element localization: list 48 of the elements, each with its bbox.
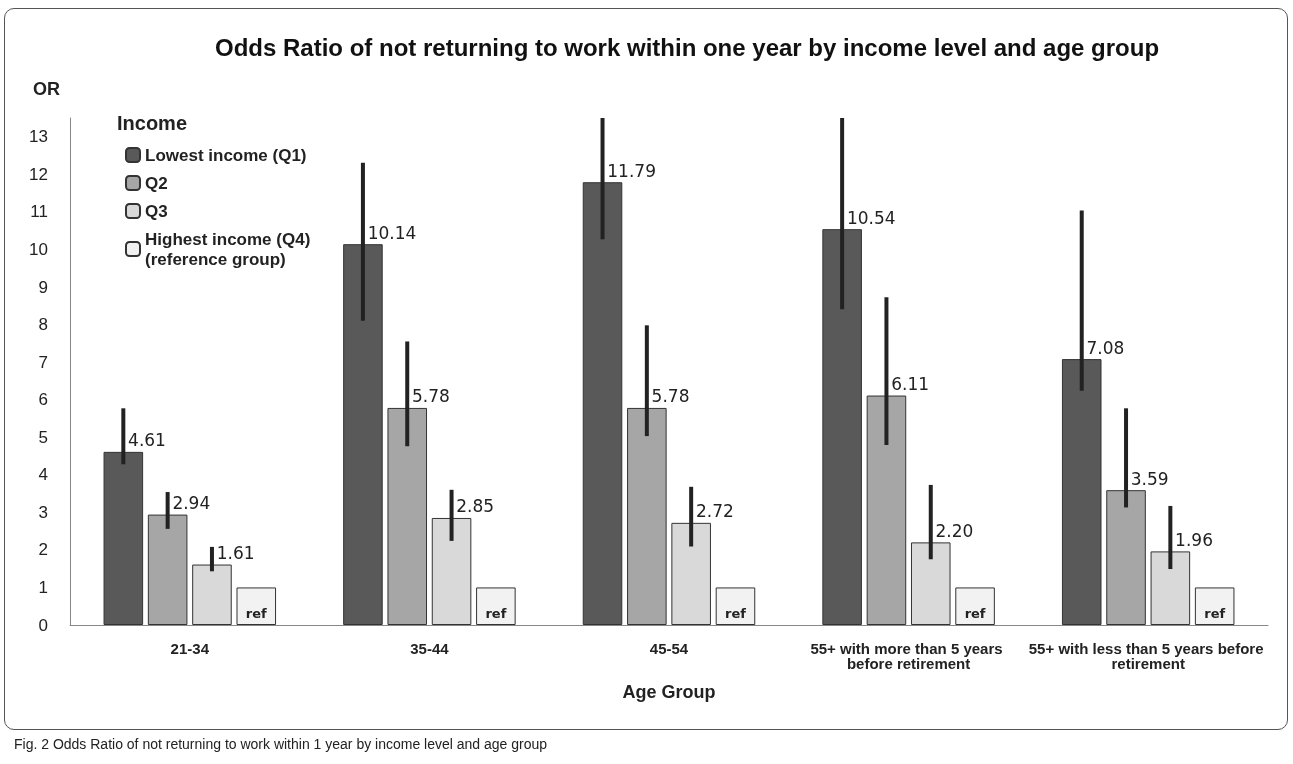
data-label: 6.11 [891, 374, 930, 395]
caption: Fig. 2 Odds Ratio of not returning to work within 1 year by income level and age group [14, 736, 548, 752]
data-label: ref [725, 606, 747, 621]
data-label: 7.08 [1086, 337, 1125, 358]
y-tick-label: 7 [38, 352, 48, 372]
y-tick-label: 10 [29, 239, 48, 259]
data-label: 2.72 [695, 501, 734, 522]
data-label: ref [245, 606, 268, 621]
y-tick-label: 2 [38, 540, 48, 560]
y-tick-label: 9 [38, 277, 48, 297]
y-tick-label: 1 [38, 577, 48, 597]
legend-label: Highest income (Q4) (reference group) [145, 229, 311, 269]
data-label: 1.96 [1175, 529, 1213, 550]
data-label: 2.94 [172, 493, 211, 514]
data-label: ref [1204, 606, 1226, 621]
x-tick-label: 45-54 [649, 640, 689, 657]
data-label: 1.61 [216, 543, 255, 564]
chart-title: Odds Ratio of not returning to work within one year by income level and age group [215, 33, 1160, 61]
y-axis-title: OR [33, 79, 60, 99]
data-label: 10.14 [367, 222, 417, 243]
y-tick-label: 6 [38, 390, 48, 410]
data-label: ref [485, 606, 507, 621]
x-tick-label: 55+ with less than 5 years before retirement [1028, 640, 1268, 672]
y-tick-label: 12 [29, 164, 48, 184]
data-label: 5.78 [651, 386, 690, 407]
y-tick-label: 8 [38, 315, 48, 335]
data-label: 5.78 [411, 386, 450, 407]
y-tick-label: 13 [29, 127, 48, 147]
y-tick-label: 11 [30, 202, 48, 222]
data-label: 2.20 [935, 520, 974, 541]
y-tick-label: 5 [38, 427, 48, 447]
legend-label: Lowest income (Q1) [145, 145, 307, 165]
x-tick-label: 55+ with more than 5 years before retirement [810, 640, 1007, 672]
legend-label: Q2 [145, 173, 168, 193]
data-label: 3.59 [1130, 468, 1169, 489]
data-label: ref [964, 606, 986, 621]
legend-title: Income [117, 112, 188, 134]
y-tick-label: 4 [38, 465, 48, 485]
y-tick-label: 3 [38, 502, 48, 522]
y-tick-label: 0 [38, 615, 48, 635]
data-label: 10.54 [846, 207, 896, 228]
data-label: 11.79 [607, 160, 656, 181]
x-tick-label: 35-44 [410, 640, 450, 657]
x-tick-label: 21-34 [170, 640, 210, 657]
legend-label: Q3 [145, 201, 168, 221]
data-label: 4.61 [128, 430, 166, 451]
x-axis-title: Age Group [622, 682, 716, 702]
data-label: 2.85 [456, 496, 495, 517]
